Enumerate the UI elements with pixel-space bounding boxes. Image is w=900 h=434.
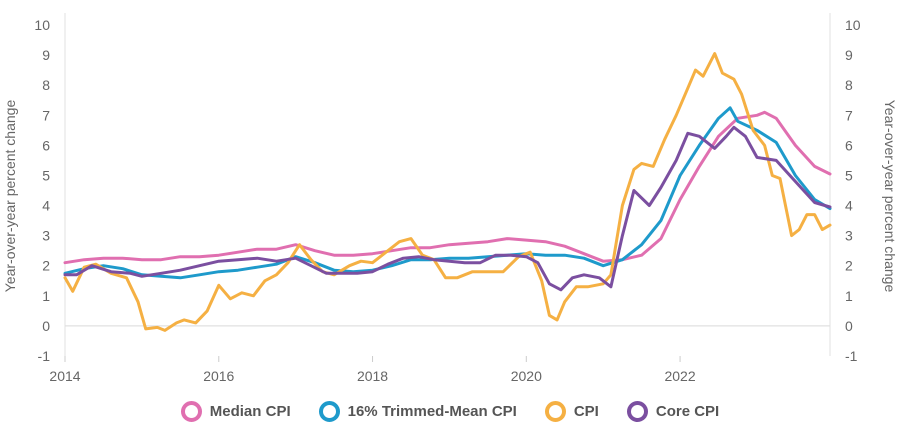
y-tick-label-left: 9 [42, 47, 50, 63]
legend-label: 16% Trimmed-Mean CPI [347, 402, 517, 420]
legend-label: CPI [573, 402, 599, 420]
y-tick-label-right: 7 [845, 107, 853, 123]
y-tick-label-right: 9 [845, 47, 853, 63]
y-tick-label-left: 5 [42, 167, 50, 183]
y-tick-label-left: 2 [42, 258, 50, 274]
y-axis-right: -1 0 1 2 3 4 5 6 7 8 9 10 [845, 17, 861, 364]
x-tick-label: 2020 [511, 368, 542, 384]
y-tick-label-right: 2 [845, 258, 853, 274]
y-tick-label-right: 6 [845, 137, 853, 153]
legend-marker-icon [180, 400, 202, 422]
y-tick-label-right: 4 [845, 198, 853, 214]
series-line-3 [63, 125, 832, 292]
legend-item-2[interactable]: CPI [544, 400, 599, 422]
y-tick-label-right: -1 [845, 348, 858, 364]
x-tick-label: 2018 [357, 368, 388, 384]
y-tick-label-left: 6 [42, 137, 50, 153]
legend: Median CPI 16% Trimmed-Mean CPI CPI Core CP… [0, 396, 900, 426]
y-tick-label-right: 5 [845, 167, 853, 183]
legend-label: Median CPI [209, 402, 291, 420]
x-axis: 2014 2016 2018 2020 2022 [49, 356, 696, 384]
x-tick-label: 2014 [49, 368, 80, 384]
y-tick-label-right: 8 [845, 77, 853, 93]
y-axis-left: -1 0 1 2 3 4 5 6 7 8 9 10 [34, 17, 50, 364]
legend-item-0[interactable]: Median CPI [180, 400, 291, 422]
y-axis-title-right: Year-over-year percent change [882, 100, 898, 293]
y-tick-label-left: 7 [42, 107, 50, 123]
x-tick-label: 2022 [664, 368, 695, 384]
legend-marker-icon [318, 400, 340, 422]
y-tick-label-right: 3 [845, 228, 853, 244]
legend-marker-icon [626, 400, 648, 422]
series-line-0 [63, 110, 832, 265]
y-tick-label-left: 4 [42, 198, 50, 214]
y-tick-label-right: 0 [845, 318, 853, 334]
legend-item-3[interactable]: Core CPI [626, 400, 720, 422]
series-lines [63, 52, 832, 332]
y-tick-label-right: 10 [845, 17, 861, 33]
y-tick-label-left: 10 [34, 17, 50, 33]
y-tick-label-left: -1 [38, 348, 51, 364]
y-tick-label-right: 1 [845, 288, 853, 304]
y-tick-label-left: 3 [42, 228, 50, 244]
legend-label: Core CPI [655, 402, 720, 420]
legend-marker-icon [544, 400, 566, 422]
y-tick-label-left: 0 [42, 318, 50, 334]
series-line-1 [63, 106, 832, 280]
x-tick-label: 2016 [203, 368, 234, 384]
legend-item-1[interactable]: 16% Trimmed-Mean CPI [318, 400, 517, 422]
series-line-2 [63, 52, 832, 332]
y-tick-label-left: 1 [42, 288, 50, 304]
y-axis-title-left: Year-over-year percent change [2, 100, 18, 293]
y-tick-label-left: 8 [42, 77, 50, 93]
